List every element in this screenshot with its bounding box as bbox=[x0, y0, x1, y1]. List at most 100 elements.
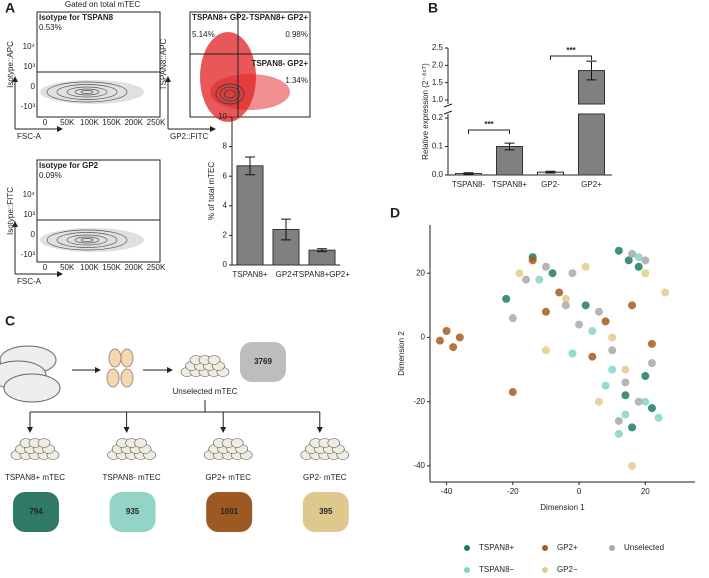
thymus-icon bbox=[108, 348, 122, 368]
point bbox=[634, 262, 643, 271]
point bbox=[641, 256, 650, 265]
point bbox=[508, 388, 517, 397]
point bbox=[568, 349, 577, 358]
gate-label: TSPAN8- GP2+ bbox=[251, 59, 308, 68]
contour bbox=[56, 232, 118, 248]
panel-label: D bbox=[390, 205, 400, 221]
legend-swatch bbox=[464, 567, 470, 573]
x-tick-label: 0 bbox=[43, 118, 48, 127]
x-tick-label: 150K bbox=[102, 118, 121, 127]
contour bbox=[46, 81, 128, 103]
y-tick-label: 10 bbox=[218, 112, 227, 121]
node-label: TSPAN8+ mTEC bbox=[5, 473, 65, 482]
point bbox=[435, 336, 444, 345]
y-tick-label: -40 bbox=[413, 461, 425, 470]
count-value: 3769 bbox=[254, 357, 272, 366]
thymus-icon bbox=[106, 368, 120, 388]
y-axis-label: TSPAN8::APC bbox=[159, 39, 168, 91]
point bbox=[614, 246, 623, 255]
significance-bracket bbox=[468, 129, 510, 134]
point bbox=[581, 301, 590, 310]
y-tick-label: 2.5 bbox=[432, 43, 444, 52]
point bbox=[628, 301, 637, 310]
point bbox=[641, 397, 650, 406]
contour bbox=[80, 90, 94, 94]
point bbox=[588, 352, 597, 361]
point bbox=[654, 413, 663, 422]
y-tick-label: 10⁴ bbox=[23, 42, 36, 51]
legend-label: Unselected bbox=[624, 543, 664, 552]
node-label: GP2+ mTEC bbox=[205, 473, 251, 482]
point bbox=[541, 307, 550, 316]
thymus-icon bbox=[120, 368, 134, 388]
gate-percent: 5.14% bbox=[192, 30, 215, 39]
point bbox=[628, 461, 637, 470]
x-tick-label: GP2- bbox=[541, 180, 560, 189]
point bbox=[614, 416, 623, 425]
y-tick-label: 10³ bbox=[23, 210, 35, 219]
point bbox=[647, 339, 656, 348]
legend-swatch bbox=[542, 567, 548, 573]
point bbox=[594, 397, 603, 406]
event-cloud bbox=[40, 80, 144, 104]
point bbox=[628, 423, 637, 432]
point bbox=[581, 262, 590, 271]
point bbox=[594, 307, 603, 316]
contour bbox=[80, 238, 94, 242]
y-tick-label: 1.0 bbox=[432, 95, 444, 104]
panel-label: B bbox=[428, 0, 438, 16]
y-tick-label: 4 bbox=[223, 201, 228, 210]
node-label: GP2- mTEC bbox=[303, 473, 347, 482]
gate-label: Isotype for TSPAN8 bbox=[39, 13, 114, 22]
significance-label: *** bbox=[566, 46, 576, 55]
y-axis-label: Dimension 2 bbox=[397, 331, 406, 376]
count-box bbox=[240, 342, 286, 382]
x-tick-label: -20 bbox=[507, 487, 519, 496]
count-box bbox=[206, 492, 253, 532]
point bbox=[588, 327, 597, 336]
y-tick-label: 0 bbox=[421, 333, 426, 342]
point bbox=[568, 269, 577, 278]
legend-label: TSPAN8− bbox=[479, 565, 515, 574]
count-box bbox=[13, 492, 59, 532]
cell-icon bbox=[37, 438, 51, 448]
x-tick-label: 200K bbox=[124, 263, 143, 272]
contour bbox=[223, 89, 237, 99]
point bbox=[647, 359, 656, 368]
point bbox=[522, 275, 531, 284]
contour bbox=[219, 86, 241, 102]
x-axis-label: Dimension 1 bbox=[540, 503, 585, 512]
point bbox=[601, 317, 610, 326]
point bbox=[621, 378, 630, 387]
point bbox=[608, 346, 617, 355]
panel-label: C bbox=[5, 313, 15, 329]
point bbox=[608, 333, 617, 342]
point bbox=[515, 269, 524, 278]
x-tick-label: TSPAN8+GP2+ bbox=[294, 270, 350, 279]
point bbox=[548, 269, 557, 278]
x-tick-label: -40 bbox=[441, 487, 453, 496]
point bbox=[502, 294, 511, 303]
node-label: Unselected mTEC bbox=[173, 387, 238, 396]
gate-label: TSPAN8+ GP2+ bbox=[249, 13, 308, 22]
point bbox=[614, 429, 623, 438]
error-bar bbox=[586, 60, 597, 81]
legend-label: TSPAN8+ bbox=[479, 543, 515, 552]
error-bar bbox=[545, 170, 556, 174]
point bbox=[561, 294, 570, 303]
y-tick-label: 20 bbox=[416, 268, 425, 277]
significance-bracket bbox=[550, 55, 592, 60]
point bbox=[561, 301, 570, 310]
legend-label: GP2+ bbox=[557, 543, 578, 552]
x-tick-label: TSPAN8- bbox=[452, 180, 486, 189]
y-tick-label: 0.0 bbox=[432, 170, 444, 179]
cell-icon bbox=[327, 438, 341, 448]
point bbox=[608, 365, 617, 374]
count-value: 1001 bbox=[220, 507, 238, 516]
count-value: 935 bbox=[126, 507, 140, 516]
bar bbox=[496, 146, 523, 176]
point bbox=[621, 365, 630, 374]
y-tick-label: 8 bbox=[223, 142, 228, 151]
bar bbox=[236, 165, 264, 266]
y-tick-label: -20 bbox=[413, 397, 425, 406]
